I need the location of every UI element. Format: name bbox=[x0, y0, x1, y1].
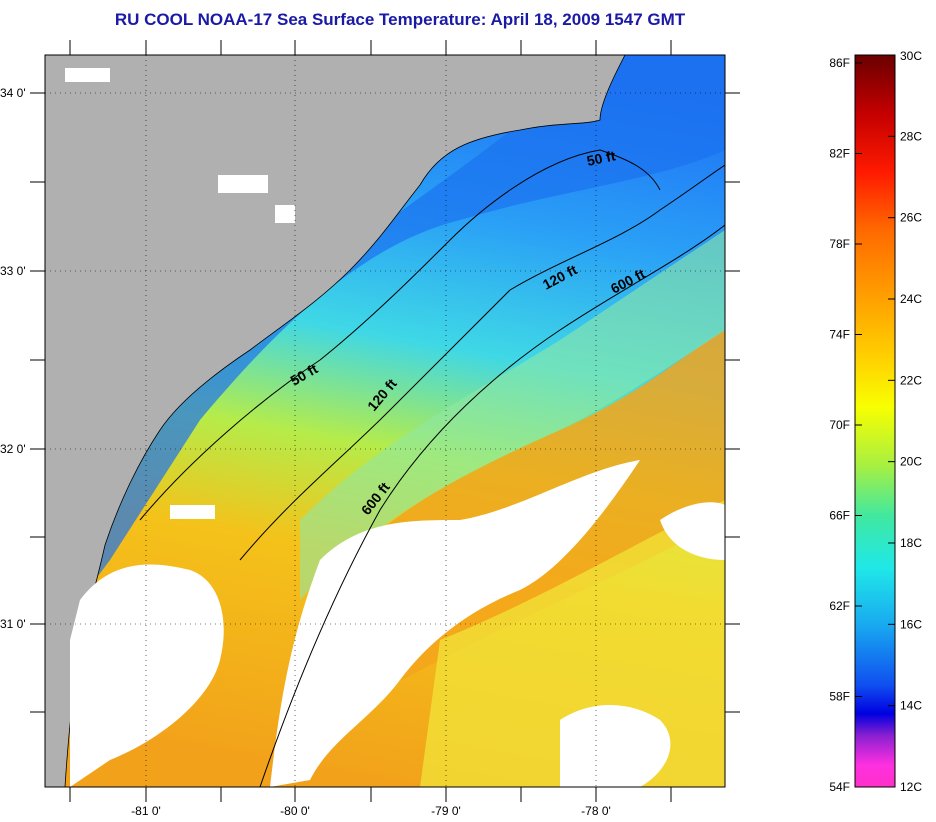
isobath-120ft-line bbox=[239, 164, 725, 561]
colorbar-c-label: 14C bbox=[900, 699, 922, 713]
cloud-patch-small-3 bbox=[65, 68, 110, 82]
isobath-600ft-line bbox=[259, 224, 725, 787]
colorbar-f-label: 70F bbox=[829, 418, 850, 432]
colorbar-c-label: 22C bbox=[900, 373, 922, 387]
lon-label-81: -81 0' bbox=[131, 804, 161, 817]
colorbar-c-label: 16C bbox=[900, 617, 922, 631]
green-shelf-water bbox=[300, 230, 725, 600]
map-title: RU COOL NOAA-17 Sea Surface Temperature:… bbox=[114, 10, 686, 29]
colorbar-f-label: 86F bbox=[829, 56, 850, 70]
isobath-50ft-line bbox=[139, 149, 661, 521]
colorbar-celsius-labels: 30C 28C 26C 24C 22C 20C 18C 16C 14C 12C bbox=[900, 49, 922, 794]
colorbar: 86F 82F 78F 74F 70F 66F 62F 58F 54F 30C 28C 26C 24C… bbox=[800, 0, 936, 817]
cloud-patch-east bbox=[660, 502, 725, 560]
colorbar-f-label: 58F bbox=[829, 690, 850, 704]
colorbar-fahrenheit-labels: 86F 82F 78F 74F 70F 66F 62F 58F 54F bbox=[829, 56, 850, 794]
colorbar-f-label: 62F bbox=[829, 599, 850, 613]
colorbar-f-label: 74F bbox=[829, 328, 850, 342]
cloud-patch-small-4 bbox=[170, 505, 215, 519]
colorbar-f-label: 54F bbox=[829, 780, 850, 794]
colorbar-c-label: 30C bbox=[900, 49, 922, 63]
colorbar-c-label: 20C bbox=[900, 455, 922, 469]
colorbar-c-label: 12C bbox=[900, 780, 922, 794]
colorbar-f-label: 78F bbox=[829, 237, 850, 251]
colorbar-ticks bbox=[855, 54, 895, 788]
lat-label-34: 34 0' bbox=[0, 86, 26, 100]
colorbar-c-label: 24C bbox=[900, 292, 922, 306]
colorbar-c-label: 28C bbox=[900, 129, 922, 143]
cloud-patch-small-1 bbox=[218, 175, 268, 193]
colorbar-f-label: 82F bbox=[829, 147, 850, 161]
lon-label-78: -78 0' bbox=[581, 804, 611, 817]
cold-coastal-water bbox=[80, 55, 725, 600]
cloud-patch-small-2 bbox=[275, 205, 295, 223]
cloud-patch-southwest bbox=[70, 564, 224, 787]
colorbar-c-label: 18C bbox=[900, 536, 922, 550]
graticule bbox=[45, 55, 725, 787]
lon-label-79: -79 0' bbox=[431, 804, 461, 817]
sst-map: 50 ft 120 ft 600 ft 50 ft 120 ft 600 ft bbox=[0, 40, 740, 818]
isobath-label-50ft-north: 50 ft bbox=[585, 147, 617, 169]
map-frame bbox=[44, 54, 726, 788]
lat-label-33: 33 0' bbox=[0, 264, 26, 278]
map-ticks bbox=[30, 40, 740, 802]
colorbar-f-label: 66F bbox=[829, 509, 850, 523]
lat-label-31: 31 0' bbox=[0, 617, 26, 631]
lat-label-32: 32 0' bbox=[0, 442, 26, 456]
lon-label-80: -80 0' bbox=[280, 804, 310, 817]
colorbar-gradient bbox=[854, 54, 896, 788]
cloud-patch-southeast bbox=[560, 705, 671, 787]
colorbar-c-label: 26C bbox=[900, 211, 922, 225]
